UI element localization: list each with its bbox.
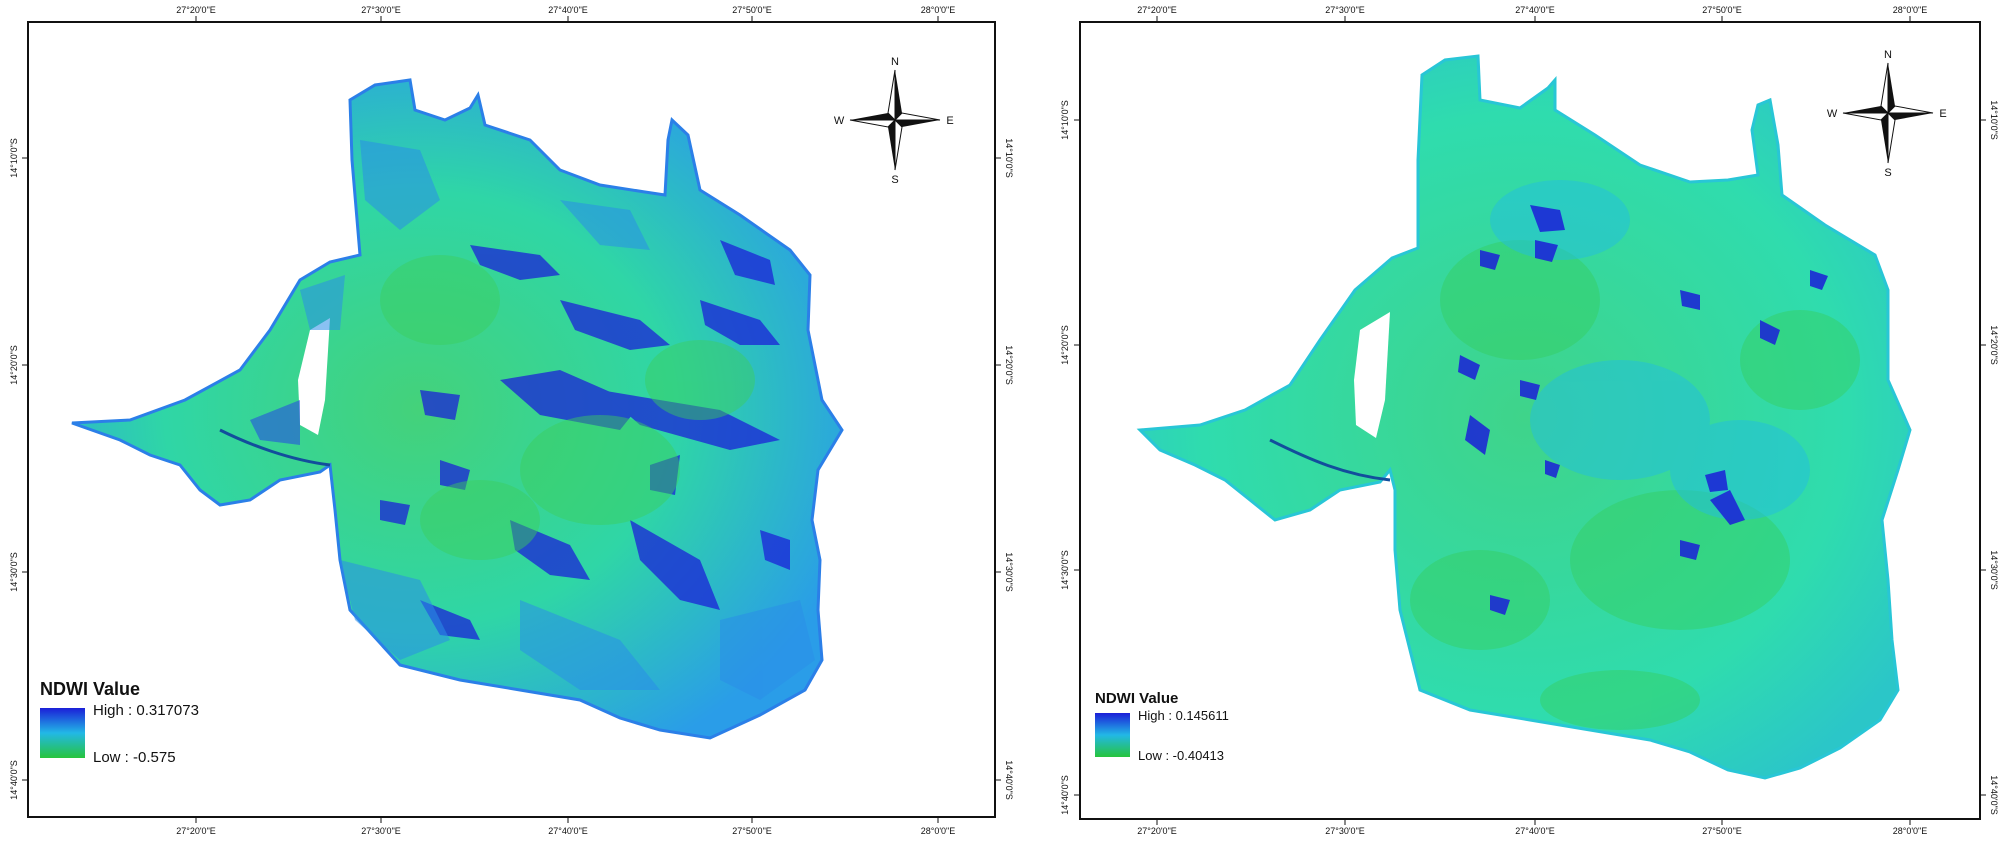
legend-low-label: Low : -0.575 — [93, 749, 176, 766]
bottom-tick-label: 28°0'0"E — [921, 826, 956, 836]
compass-w: W — [834, 115, 845, 127]
legend-1: NDWI Value High : 0.317073 Low : -0.575 — [40, 679, 199, 766]
left-tick-label: 14°10'0"S — [9, 138, 19, 178]
right-tick-label: 14°30'0"S — [1989, 550, 1999, 590]
left-ticks-1: 14°10'0"S 14°20'0"S 14°30'0"S 14°40'0"S — [9, 138, 28, 800]
top-tick-label: 27°30'0"E — [361, 5, 401, 15]
left-tick-label: 14°40'0"S — [1060, 775, 1070, 815]
bottom-ticks-1: 27°20'0"E 27°30'0"E 27°40'0"E 27°50'0"E … — [176, 817, 955, 836]
river — [219, 428, 331, 467]
north-arrow-icon: N S E W — [834, 56, 954, 186]
bottom-tick-label: 27°30'0"E — [361, 826, 401, 836]
right-tick-label: 14°40'0"S — [1004, 760, 1014, 800]
compass-w: W — [1827, 108, 1838, 120]
left-tick-label: 14°30'0"S — [1060, 550, 1070, 590]
compass-n: N — [1884, 49, 1892, 61]
north-arrow-icon: N S E W — [1827, 49, 1947, 179]
shallow-water-2 — [1490, 180, 1810, 520]
bottom-tick-label: 27°20'0"E — [176, 826, 216, 836]
top-tick-label: 27°40'0"E — [1515, 5, 1555, 15]
compass-e: E — [1939, 108, 1946, 120]
water-bodies-1 — [380, 240, 790, 640]
top-tick-label: 27°30'0"E — [1325, 5, 1365, 15]
top-tick-label: 27°50'0"E — [1702, 5, 1742, 15]
ndwi-raster-1 — [71, 78, 844, 740]
river — [1269, 438, 1391, 482]
bottom-ticks-2: 27°20'0"E 27°30'0"E 27°40'0"E 27°50'0"E … — [1137, 819, 1927, 836]
map-panel-2: 27°20'0"E 27°30'0"E 27°40'0"E 27°50'0"E … — [1060, 5, 1999, 836]
top-tick-label: 27°20'0"E — [1137, 5, 1177, 15]
shallow-water-1 — [300, 140, 815, 700]
legend-color-ramp — [1095, 713, 1130, 757]
no-data-strip — [1354, 312, 1390, 438]
right-ticks-2: 14°10'0"S 14°20'0"S 14°30'0"S 14°40'0"S — [1980, 100, 1999, 815]
legend-title: NDWI Value — [40, 679, 140, 699]
top-ticks-2: 27°20'0"E 27°30'0"E 27°40'0"E 27°50'0"E … — [1137, 5, 1927, 22]
water-patch — [250, 400, 300, 445]
ndwi-raster-2 — [1136, 54, 1912, 780]
right-ticks-1: 14°10'0"S 14°20'0"S 14°30'0"S 14°40'0"S — [995, 138, 1014, 800]
left-tick-label: 14°20'0"S — [1060, 325, 1070, 365]
compass-s: S — [1884, 167, 1891, 179]
bottom-tick-label: 27°20'0"E — [1137, 826, 1177, 836]
right-tick-label: 14°10'0"S — [1004, 138, 1014, 178]
bottom-tick-label: 27°30'0"E — [1325, 826, 1365, 836]
left-tick-label: 14°30'0"S — [9, 552, 19, 592]
right-tick-label: 14°10'0"S — [1989, 100, 1999, 140]
right-tick-label: 14°20'0"S — [1989, 325, 1999, 365]
top-ticks-1: 27°20'0"E 27°30'0"E 27°40'0"E 27°50'0"E … — [176, 5, 955, 22]
top-tick-label: 27°20'0"E — [176, 5, 216, 15]
no-data-strip — [298, 318, 330, 435]
left-tick-label: 14°20'0"S — [9, 345, 19, 385]
left-ticks-2: 14°10'0"S 14°20'0"S 14°30'0"S 14°40'0"S — [1060, 100, 1080, 815]
left-tick-label: 14°10'0"S — [1060, 100, 1070, 140]
dry-land-2 — [1410, 240, 1860, 730]
right-tick-label: 14°40'0"S — [1989, 775, 1999, 815]
top-tick-label: 27°40'0"E — [548, 5, 588, 15]
right-tick-label: 14°20'0"S — [1004, 345, 1014, 385]
bottom-tick-label: 27°40'0"E — [548, 826, 588, 836]
compass-e: E — [946, 115, 953, 127]
bottom-tick-label: 27°50'0"E — [732, 826, 772, 836]
compass-s: S — [891, 174, 898, 186]
bottom-tick-label: 27°40'0"E — [1515, 826, 1555, 836]
bottom-tick-label: 27°50'0"E — [1702, 826, 1742, 836]
legend-2: NDWI Value High : 0.145611 Low : -0.4041… — [1095, 690, 1229, 763]
water-bodies-2 — [1458, 205, 1828, 615]
legend-high-label: High : 0.145611 — [1138, 708, 1229, 723]
map-panel-1: 27°20'0"E 27°30'0"E 27°40'0"E 27°50'0"E … — [9, 5, 1014, 836]
legend-color-ramp — [40, 708, 85, 758]
legend-high-label: High : 0.317073 — [93, 702, 199, 719]
legend-title: NDWI Value — [1095, 690, 1178, 707]
dry-land-1 — [380, 255, 755, 560]
top-tick-label: 27°50'0"E — [732, 5, 772, 15]
legend-low-label: Low : -0.40413 — [1138, 748, 1224, 763]
top-tick-label: 28°0'0"E — [1893, 5, 1928, 15]
top-tick-label: 28°0'0"E — [921, 5, 956, 15]
bottom-tick-label: 28°0'0"E — [1893, 826, 1928, 836]
wetland-region-outline — [1136, 54, 1912, 780]
compass-n: N — [891, 56, 899, 68]
left-tick-label: 14°40'0"S — [9, 760, 19, 800]
right-tick-label: 14°30'0"S — [1004, 552, 1014, 592]
